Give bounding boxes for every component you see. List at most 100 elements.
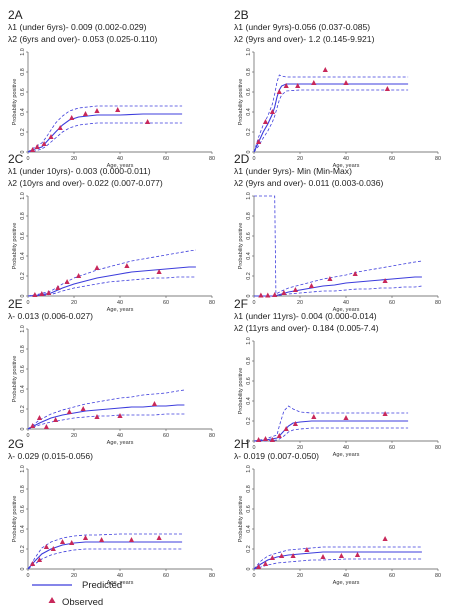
y-tick-label: 0.2 [20, 545, 26, 553]
y-tick-label: 0.6 [20, 232, 26, 240]
confidence-bound-line [27, 533, 183, 570]
observed-point [50, 546, 56, 551]
predicted-line [253, 551, 422, 570]
observed-point [262, 561, 269, 566]
confidence-bound-line [27, 122, 183, 153]
y-tick-label: 0.6 [246, 232, 252, 240]
observed-point [384, 86, 390, 91]
observed-point [43, 544, 49, 549]
x-tick-label: 40 [343, 445, 349, 451]
y-tick-label: 0.4 [20, 108, 26, 116]
observed-point [34, 144, 40, 149]
parameter-text: λ2 (6yrs and over)- 0.053 (0.025-0.110) [8, 34, 157, 44]
x-axis-title: Age, years [333, 163, 360, 169]
y-tick-label: 0.8 [246, 212, 252, 220]
x-tick-label: 40 [117, 300, 123, 306]
y-tick-label: 0.8 [246, 485, 252, 493]
y-tick-label: 0 [20, 295, 26, 298]
x-tick-label: 0 [27, 300, 30, 306]
y-tick-label: 1.0 [246, 465, 252, 473]
observed-point [124, 263, 130, 268]
y-tick-label: 0.4 [246, 108, 252, 116]
panel-2g: 2Gλ- 0.029 (0.015-0.056) 0 20 40 60 80 0 0.2 0.4… [8, 437, 215, 586]
parameter-text: λ- 0.013 (0.006-0.027) [8, 311, 93, 321]
observed-point [46, 290, 52, 295]
observed-point [117, 413, 123, 418]
y-tick-label: 0.2 [20, 405, 26, 413]
legend-predicted-label: Predicted [82, 580, 122, 591]
legend: Predicted Observed [32, 580, 122, 608]
observed-point [36, 415, 43, 420]
y-axis-title: Probability positive [238, 223, 244, 270]
observed-point [48, 134, 54, 139]
y-tick-label: 1.0 [20, 325, 26, 333]
y-axis-title: Probability positive [12, 223, 18, 270]
parameter-text: λ2 (11yrs and over)- 0.184 (0.005-7.4) [234, 323, 379, 333]
observed-point [128, 537, 135, 542]
observed-point [272, 292, 278, 297]
observed-point [279, 553, 285, 558]
observed-point [320, 554, 326, 559]
legend-observed-marker [48, 597, 56, 603]
panel-label: 2A [8, 8, 23, 22]
x-tick-label: 60 [163, 300, 169, 306]
y-axis-title: Probability positive [12, 356, 18, 403]
x-axis-title: Age, years [333, 307, 360, 313]
observed-point [94, 414, 100, 419]
y-tick-label: 1.0 [246, 48, 252, 56]
x-tick-label: 20 [297, 300, 303, 306]
parameter-text: λ2 (9yrs and over)- 0.011 (0.003-0.036) [234, 178, 383, 188]
observed-point [41, 141, 47, 146]
confidence-bound-line [253, 74, 409, 153]
observed-point [269, 555, 275, 560]
observed-point [281, 290, 287, 295]
observed-point [295, 83, 301, 88]
y-tick-label: 0 [20, 151, 26, 154]
observed-point [76, 273, 82, 278]
panel-label: 2D [234, 152, 250, 166]
x-tick-label: 20 [71, 433, 77, 439]
x-tick-label: 0 [27, 433, 30, 439]
panel-label: 2F [234, 297, 248, 311]
y-tick-label: 1.0 [20, 48, 26, 56]
observed-point [354, 552, 361, 557]
y-tick-label: 0.2 [246, 272, 252, 280]
x-tick-label: 0 [253, 300, 256, 306]
observed-point [352, 271, 358, 276]
y-tick-label: 1.0 [246, 337, 252, 345]
parameter-text: λ- 0.019 (0.007-0.050) [234, 451, 319, 461]
predicted-line [27, 541, 183, 570]
observed-point [283, 83, 289, 88]
observed-point [276, 89, 282, 94]
y-tick-label: 0.2 [20, 128, 26, 136]
panel-label: 2G [8, 437, 24, 451]
x-tick-label: 20 [71, 156, 77, 162]
observed-point [55, 285, 61, 290]
y-tick-label: 0.4 [20, 385, 26, 393]
y-tick-label: 0.6 [246, 377, 252, 385]
y-tick-label: 0.6 [20, 505, 26, 513]
x-tick-label: 60 [389, 573, 395, 579]
x-tick-label: 40 [117, 433, 123, 439]
confidence-bound-line [27, 276, 196, 297]
x-tick-label: 0 [27, 156, 30, 162]
x-tick-label: 0 [253, 445, 256, 451]
predicted-line [253, 83, 409, 153]
y-tick-label: 0 [246, 440, 252, 443]
panel-label: 2H [234, 437, 249, 451]
parameter-text: λ1 (under 10yrs)- 0.003 (0.000-0.011) [8, 166, 151, 176]
observed-point [322, 67, 328, 72]
y-tick-label: 0.8 [20, 485, 26, 493]
observed-point [308, 283, 315, 288]
observed-point [292, 287, 298, 292]
y-tick-label: 0 [246, 151, 252, 154]
observed-point [30, 423, 36, 428]
x-tick-label: 40 [343, 300, 349, 306]
x-tick-label: 60 [389, 445, 395, 451]
observed-point [145, 119, 151, 124]
x-tick-label: 60 [163, 156, 169, 162]
observed-point [36, 557, 43, 562]
x-tick-label: 20 [71, 573, 77, 579]
x-tick-label: 40 [117, 156, 123, 162]
